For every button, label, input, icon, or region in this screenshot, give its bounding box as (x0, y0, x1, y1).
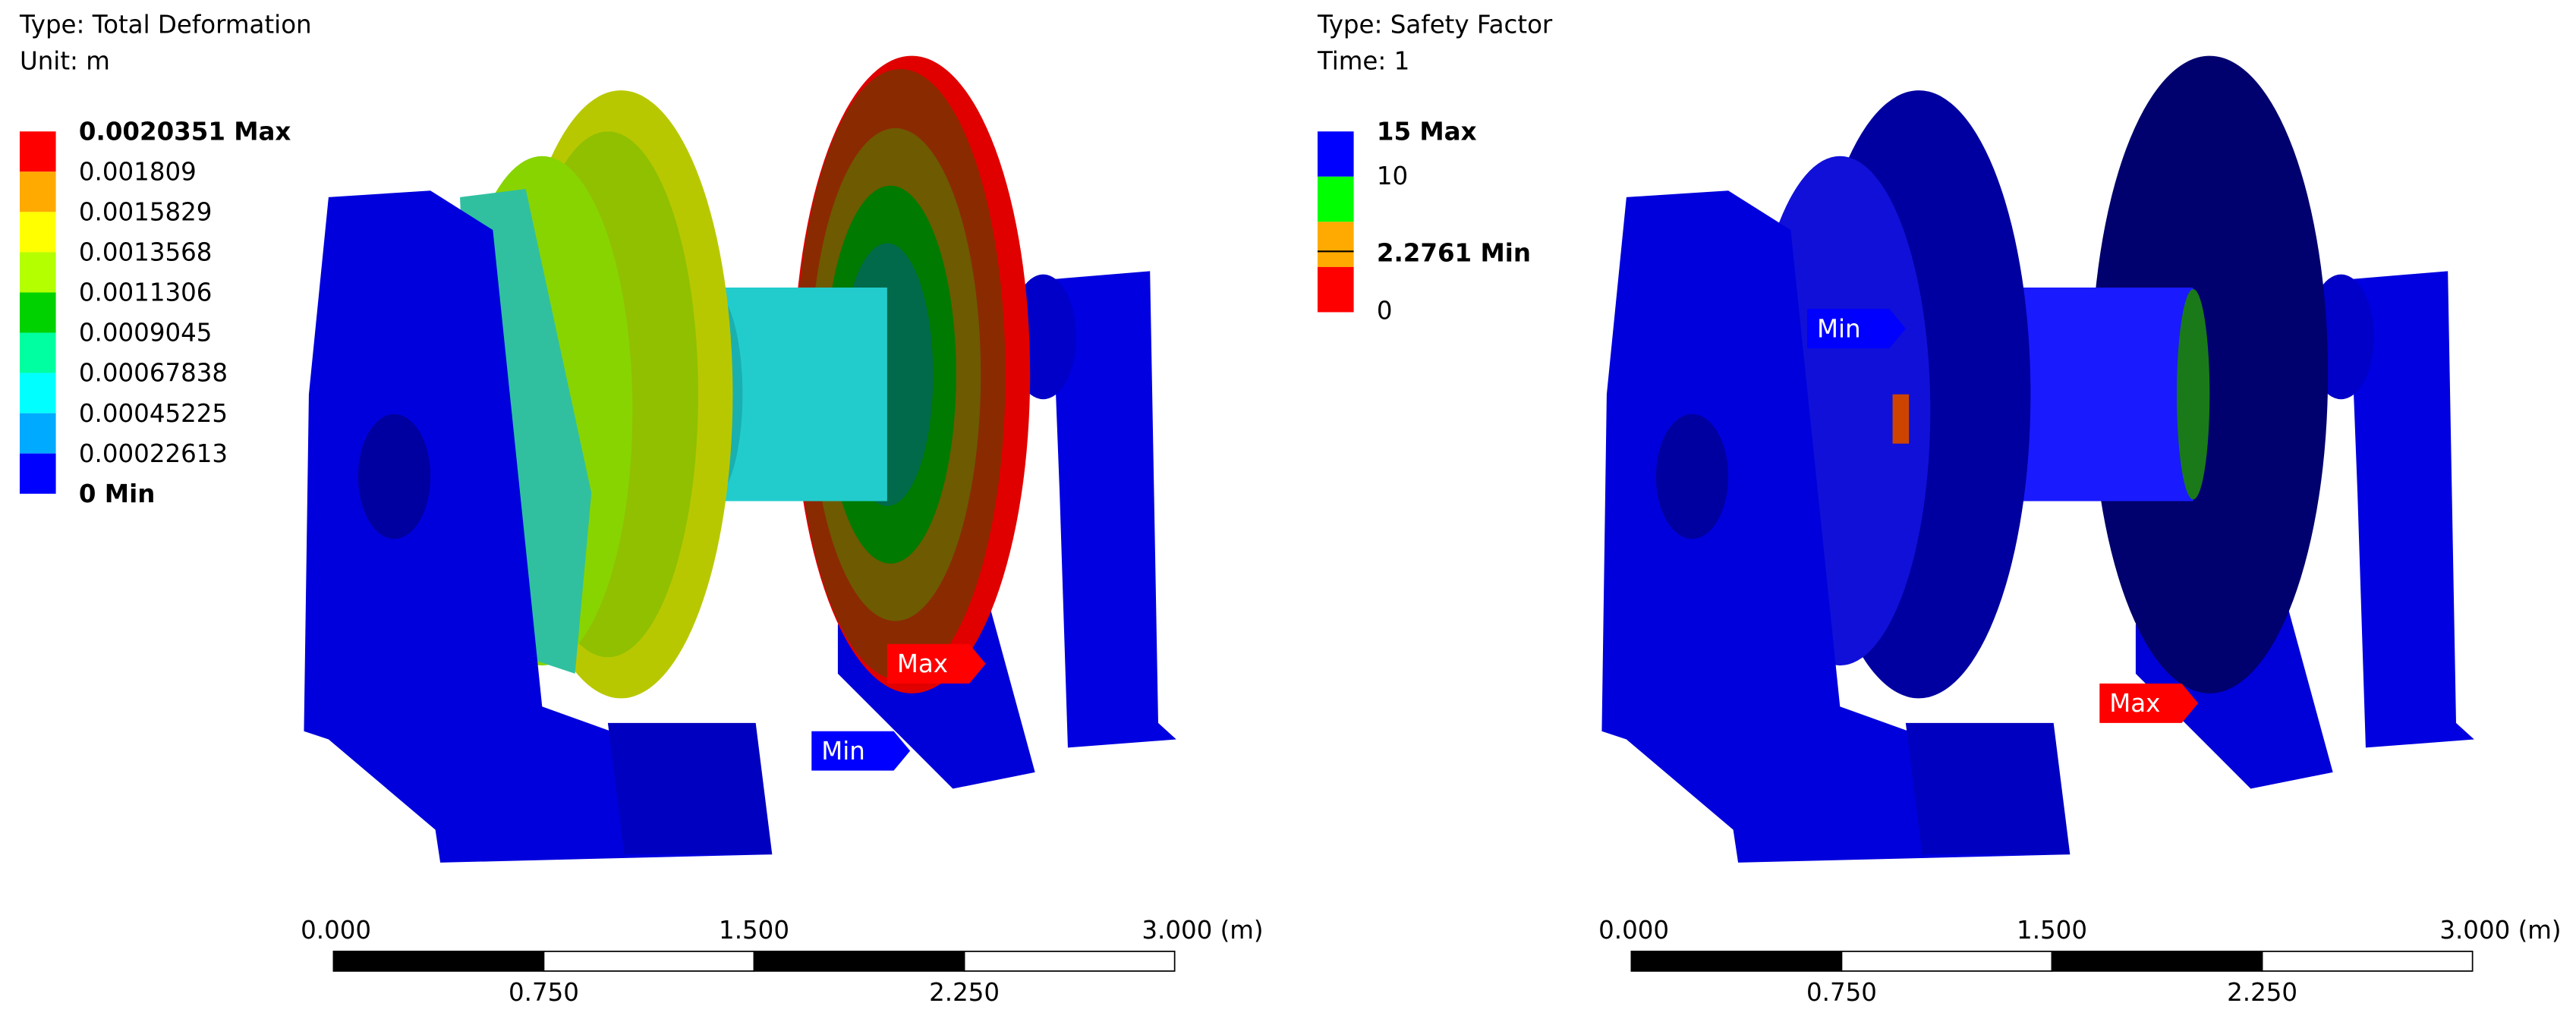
panel: Type: Safety Factor Time: 1 15 Max 10 2.2761… (1317, 11, 2562, 1008)
model-deformation (304, 55, 1176, 863)
legend-label: 2.2761 Min (1377, 239, 1531, 268)
legend-label: 0.00067838 (79, 359, 228, 388)
scale-label: 0.750 (1806, 978, 1877, 1007)
scale-label: 2.250 (2227, 978, 2297, 1007)
legend-label: 0.00045225 (79, 399, 228, 428)
scale-segment (2261, 951, 2474, 972)
scale-label: 1.500 (719, 916, 789, 945)
legend-label: 0.0009045 (79, 319, 213, 347)
scale-label: 0.750 (509, 978, 579, 1007)
panel: Type: Total Deformation Unit: m 0.0020351 … (19, 11, 1264, 1008)
scale-label: 2.250 (929, 978, 1000, 1007)
scale-segment (332, 951, 545, 972)
legend-swatch (19, 131, 56, 172)
scale-label: 0.000 (301, 916, 371, 945)
legend-swatch (1317, 176, 1354, 222)
result-type: Type: Safety Factor (1317, 11, 1553, 39)
probe-label: Max (2109, 689, 2160, 718)
legend-swatch (19, 373, 56, 414)
legend-swatch (19, 332, 56, 373)
result-type: Type: Total Deformation (19, 11, 312, 39)
legend-label: 0.0013568 (79, 238, 213, 267)
model-safety-factor (1601, 55, 2474, 863)
scale-segment (1630, 951, 1843, 972)
legend-swatch (19, 413, 56, 454)
legend-label: 0 Min (79, 480, 155, 508)
scale-segment (543, 951, 755, 972)
legend-swatch (19, 212, 56, 253)
probe-flag (811, 731, 911, 771)
legend-swatch (19, 292, 56, 333)
scale-segment (1841, 951, 2053, 972)
result-sub: Unit: m (20, 46, 110, 75)
probe-label: Min (1817, 314, 1861, 343)
legend-label: 10 (1377, 162, 1408, 190)
probe-label: Min (821, 737, 865, 766)
probe-flag (1806, 309, 1906, 349)
scale-segment (2051, 951, 2263, 972)
legend-label: 0.0011306 (79, 278, 213, 307)
legend-swatch (1317, 266, 1354, 313)
legend-swatch (19, 252, 56, 293)
scale-label: 0.000 (1598, 916, 1669, 945)
scale-label: 3.000 (m) (2439, 916, 2561, 945)
probe-flag (2099, 683, 2199, 723)
probe-flag (886, 643, 986, 684)
scale-label: 1.500 (2017, 916, 2087, 945)
legend-swatch (1317, 222, 1354, 267)
legend-label: 0 (1377, 296, 1393, 325)
legend-label: 15 Max (1377, 117, 1477, 146)
legend-swatch (19, 171, 56, 212)
legend-swatch (19, 453, 56, 494)
legend-label: 0.0015829 (79, 198, 213, 227)
probe-label: Max (897, 649, 948, 678)
scale-label: 3.000 (m) (1142, 916, 1263, 945)
scale-segment (963, 951, 1176, 972)
legend-label: 0.00022613 (79, 439, 228, 468)
legend-label: 0.0020351 Max (79, 117, 291, 146)
legend-swatch (1317, 131, 1354, 177)
result-sub: Time: 1 (1317, 46, 1409, 75)
scale-segment (753, 951, 965, 972)
legend-label: 0.001809 (79, 157, 197, 186)
